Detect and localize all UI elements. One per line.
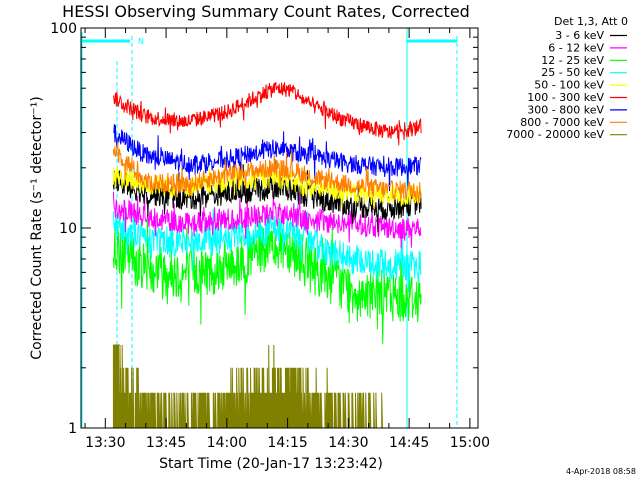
x-tick-label: 13:45	[146, 435, 186, 451]
chart-title: HESSI Observing Summary Count Rates, Cor…	[62, 2, 470, 21]
series-line	[112, 204, 422, 293]
series-layer	[112, 81, 422, 429]
x-tick-label: 15:00	[450, 435, 490, 451]
x-tick-label: 14:00	[207, 435, 247, 451]
x-tick-label: 14:45	[389, 435, 429, 451]
legend-label: 100 - 300 keV	[527, 91, 604, 104]
x-tick-label: 14:15	[267, 435, 307, 451]
series-line	[112, 344, 389, 429]
timestamp-label: 4-Apr-2018 08:58	[566, 467, 636, 476]
x-axis: 13:30 13:45 14:00 14:15 14:30 14:45 15:00	[84, 28, 490, 451]
series-line	[112, 158, 422, 233]
x-axis-label: Start Time (20-Jan-17 13:23:42)	[159, 456, 383, 472]
series-line	[112, 124, 422, 192]
legend-label: 300 - 800 keV	[527, 103, 604, 116]
legend-title: Det 1,3, Att 0	[554, 15, 628, 28]
series-line	[112, 81, 422, 146]
series-line	[112, 211, 422, 345]
series-line	[112, 190, 422, 249]
y-axis-label: Corrected Count Rate (s⁻¹ detector⁻¹)	[29, 96, 45, 359]
legend-label: 800 - 7000 keV	[520, 116, 604, 129]
y-axis: 1 10 100	[50, 21, 478, 437]
legend-label: 12 - 25 keV	[541, 54, 604, 67]
legend-label: 6 - 12 keV	[548, 41, 604, 54]
legend-label: 7000 - 20000 keV	[506, 128, 604, 141]
y-tick-label: 10	[59, 221, 77, 237]
legend-label: 3 - 6 keV	[555, 29, 604, 42]
legend-label: 50 - 100 keV	[534, 79, 604, 92]
annotation-n: N	[138, 37, 144, 46]
y-tick-label: 1	[68, 421, 77, 437]
x-tick-label: 14:30	[328, 435, 368, 451]
legend-label: 25 - 50 keV	[541, 66, 604, 79]
x-tick-label: 13:30	[85, 435, 125, 451]
y-tick-label: 100	[50, 21, 77, 37]
series-line	[112, 140, 422, 203]
